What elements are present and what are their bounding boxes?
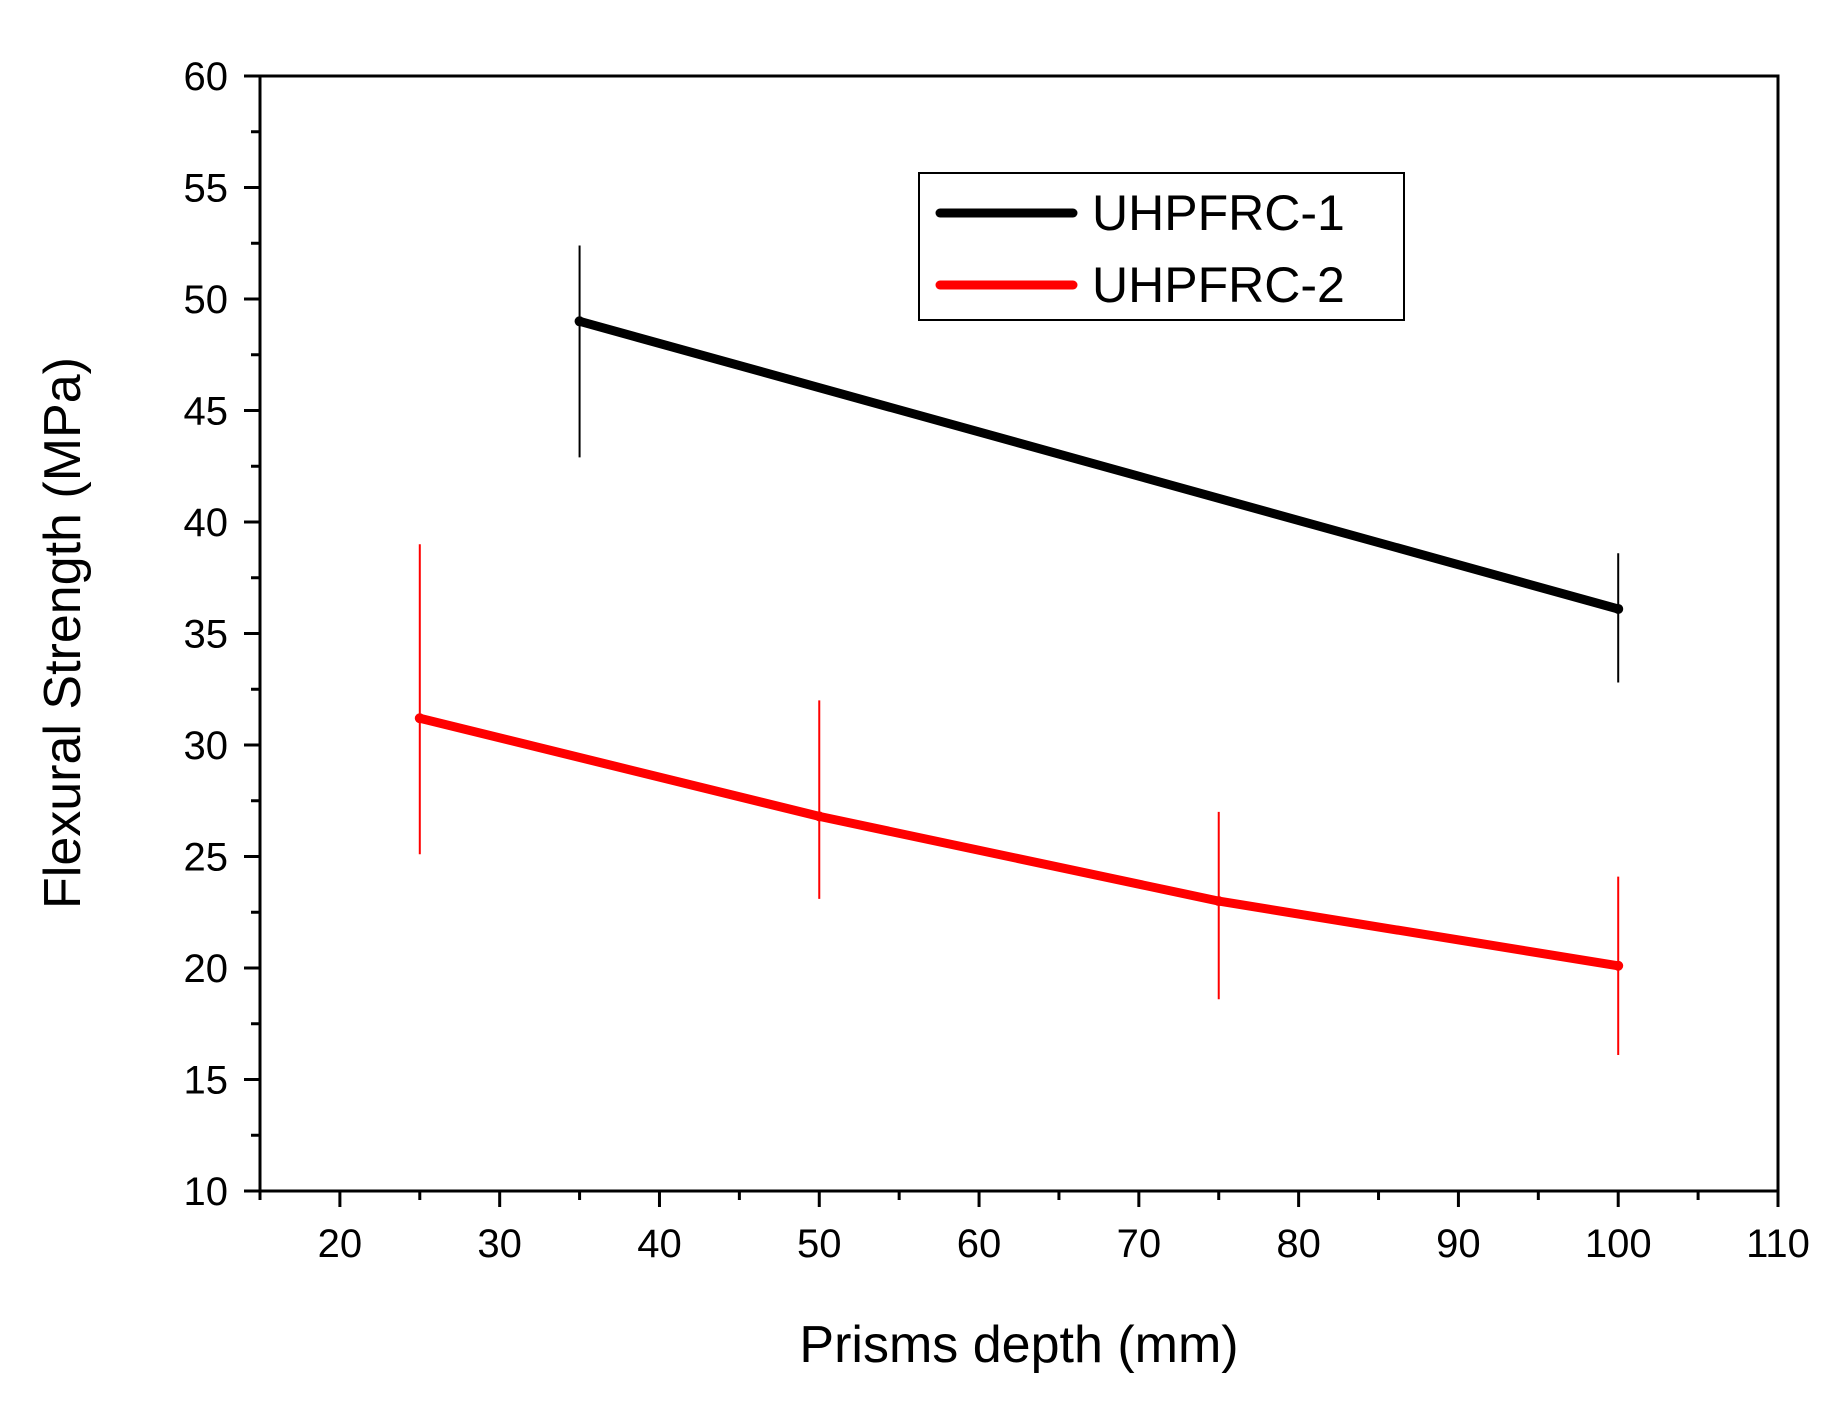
y-tick-label: 60: [184, 55, 229, 99]
y-tick-label: 55: [184, 167, 229, 211]
x-tick-label: 110: [1746, 1222, 1810, 1266]
legend: UHPFRC-1 UHPFRC-2: [918, 172, 1405, 321]
series-line: [575, 316, 1623, 614]
x-tick-label: 20: [318, 1222, 363, 1266]
y-tick-label: 40: [184, 501, 229, 545]
y-tick-label: 10: [184, 1170, 229, 1214]
x-axis-title: Prisms depth (mm): [799, 1316, 1238, 1374]
x-tick-label: 90: [1436, 1222, 1481, 1266]
y-axis-title: Flexural Strength (MPa): [34, 357, 92, 909]
x-tick-label: 30: [477, 1222, 522, 1266]
x-tick-label: 50: [797, 1222, 842, 1266]
data-point: [1213, 896, 1224, 907]
x-tick-label: 60: [957, 1222, 1002, 1266]
series-uhpfrc-1: [574, 245, 1624, 683]
x-tick-label: 80: [1276, 1222, 1321, 1266]
series-uhpfrc-2: [414, 544, 1624, 1055]
data-point: [814, 811, 825, 822]
y-tick-label: 30: [184, 724, 229, 768]
data-point: [574, 316, 585, 327]
legend-label-uhpfrc-1: UHPFRC-1: [1092, 185, 1345, 241]
x-axis: 20 30 40 50 60 70 80 90 100 110: [258, 1191, 1810, 1266]
series-layer: [414, 245, 1624, 1055]
y-tick-label: 25: [184, 836, 229, 880]
y-tick-label: 15: [184, 1059, 229, 1103]
data-point: [1613, 960, 1624, 971]
y-tick-label: 50: [184, 278, 229, 322]
x-tick-label: 40: [637, 1222, 682, 1266]
y-tick-label: 20: [184, 947, 229, 991]
data-point: [1613, 603, 1624, 614]
legend-label-uhpfrc-2: UHPFRC-2: [1092, 257, 1345, 313]
x-tick-label: 70: [1117, 1222, 1162, 1266]
x-tick-label: 100: [1585, 1222, 1652, 1266]
series-line: [415, 713, 1623, 971]
y-axis: 10 15 20 25 30 35 40 45 50 55 60: [184, 55, 260, 1214]
legend-box: [918, 172, 1405, 321]
y-tick-label: 45: [184, 390, 229, 434]
y-tick-label: 35: [184, 613, 229, 657]
data-point: [414, 713, 425, 724]
